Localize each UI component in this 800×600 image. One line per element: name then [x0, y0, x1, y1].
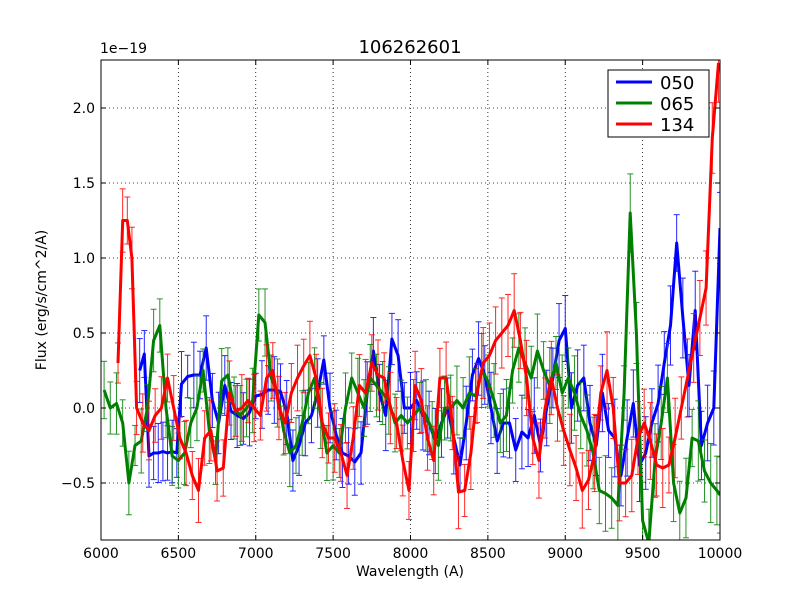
legend-label-134: 134 — [660, 115, 694, 136]
x-tick-label: 7000 — [238, 546, 274, 562]
y-axis-label: Flux (erg/s/cm^2/A) — [34, 230, 50, 370]
y-tick-label: 1.5 — [73, 176, 95, 192]
chart-title: 106262601 — [358, 37, 461, 58]
series-layer — [101, 60, 720, 540]
series-134 — [115, 60, 720, 530]
x-tick-label: 7500 — [315, 546, 351, 562]
y-tick-label: −0.5 — [61, 476, 95, 492]
y-tick-label: 1.0 — [73, 251, 95, 267]
legend-label-050: 050 — [660, 73, 694, 94]
x-tick-label: 9500 — [625, 546, 661, 562]
x-tick-label: 9000 — [547, 546, 583, 562]
series-line-134 — [116, 62, 720, 494]
x-tick-label: 10000 — [698, 546, 743, 562]
y-tick-label: 0.0 — [73, 401, 95, 417]
ticks: 6000 6500 7000 7500 8000 8500 9000 9500 10000 −0.… — [61, 60, 742, 562]
y-tick-label: 0.5 — [73, 326, 95, 342]
x-tick-label: 8000 — [393, 546, 429, 562]
x-tick-label: 6500 — [161, 546, 197, 562]
x-tick-label: 6000 — [83, 546, 119, 562]
y-tick-label: 2.0 — [73, 101, 95, 117]
y-offset-label: 1e−19 — [100, 41, 147, 57]
legend-label-065: 065 — [660, 94, 694, 115]
x-axis-label: Wavelength (A) — [356, 564, 464, 580]
x-tick-label: 8500 — [470, 546, 506, 562]
